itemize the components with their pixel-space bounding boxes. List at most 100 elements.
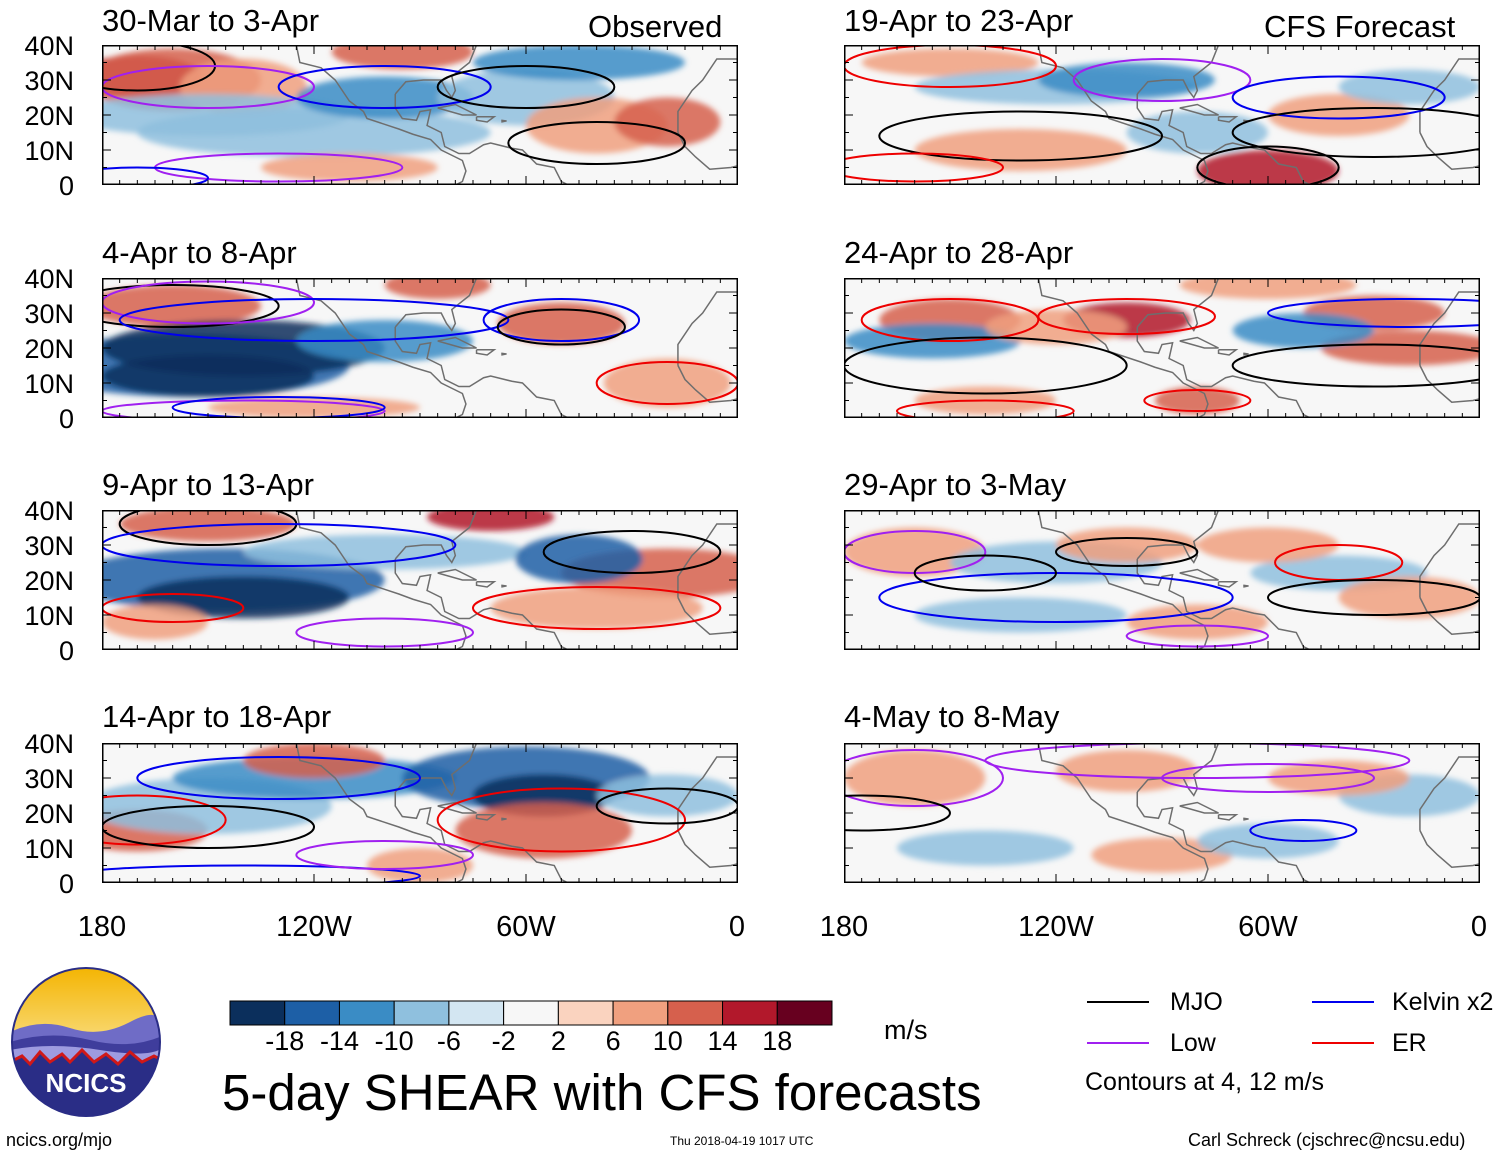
legend-label: ER: [1392, 1029, 1427, 1057]
wave-contour: [102, 166, 209, 185]
shear-anomaly-shade: [1338, 69, 1480, 105]
shear-anomaly-shade: [515, 534, 643, 584]
coastline: [1136, 327, 1311, 418]
shear-anomaly-shade: [1154, 386, 1240, 415]
shear-anomaly-shade: [1197, 527, 1339, 563]
coastline: [1217, 349, 1239, 356]
wave-contour: [482, 298, 641, 342]
coastline: [1419, 597, 1480, 636]
coastline: [677, 365, 738, 404]
lat-tick-label: 40N: [24, 31, 74, 61]
panel-title: 4-May to 8-May: [844, 699, 1060, 734]
wave-contour: [102, 864, 421, 883]
lat-tick-label: 40N: [24, 729, 74, 759]
legend-label: Kelvin x2: [1392, 988, 1494, 1016]
coastline: [1179, 568, 1219, 581]
coastline: [1136, 510, 1220, 564]
colorbar-tick-label: 18: [762, 1026, 793, 1056]
wave-contour: [1231, 107, 1480, 158]
wave-contour: [896, 399, 1075, 418]
lon-tick-label: 0: [728, 911, 746, 943]
wave-contour: [507, 121, 686, 165]
wave-contour: [1231, 343, 1480, 388]
shear-anomaly-shade: [1091, 837, 1233, 873]
lat-tick-label: 20N: [24, 334, 74, 364]
shear-anomaly-shade: [603, 358, 731, 408]
shear-anomaly-shade: [331, 45, 473, 70]
coastline: [295, 45, 467, 185]
coastline: [475, 581, 497, 588]
coastline: [677, 756, 738, 831]
wave-contour: [913, 554, 1057, 592]
coastline: [295, 510, 467, 650]
colorbar-tick-label: 10: [652, 1026, 683, 1056]
contour-note: Contours at 4, 12 m/s: [1085, 1068, 1325, 1096]
wave-contour: [1055, 537, 1199, 567]
coastline: [501, 119, 507, 123]
shear-anomaly-shade: [596, 774, 738, 817]
lat-tick-label: 10N: [24, 136, 74, 166]
forecast-label: CFS Forecast: [1264, 9, 1456, 44]
coastline: [501, 817, 507, 821]
coastline: [677, 523, 738, 598]
legend-swatch-kelvin: [1312, 1001, 1374, 1003]
wave-contour: [436, 65, 616, 109]
wave-contour: [844, 336, 1128, 395]
coastline: [677, 830, 738, 869]
panel-title: 9-Apr to 13-Apr: [102, 467, 314, 502]
colorbar-tick-label: -10: [374, 1026, 414, 1056]
legend-label: MJO: [1170, 988, 1223, 1016]
coastline: [1179, 801, 1219, 814]
wave-contour: [1267, 298, 1480, 328]
colorbar-tick-label: -2: [491, 1026, 516, 1056]
shear-anomaly-shade: [844, 750, 986, 806]
lon-tick-label: 180: [819, 911, 869, 943]
shear-anomaly-shade: [844, 527, 986, 577]
source-url[interactable]: ncics.org/mjo: [6, 1130, 113, 1150]
lon-tick-label: 60W: [496, 911, 556, 943]
coastline: [1179, 103, 1219, 116]
shear-anomaly-shade: [914, 129, 1127, 171]
colorbar-tick-label: -6: [436, 1026, 461, 1056]
wave-contour: [844, 794, 951, 832]
coastline: [1136, 45, 1220, 99]
chart-title: 5-day SHEAR with CFS forecasts: [222, 1064, 982, 1121]
shear-anomaly-shade: [455, 802, 632, 859]
shear-anomaly-shade: [1268, 760, 1410, 796]
wave-contour: [102, 805, 315, 849]
colorbar-swatch: [393, 1000, 450, 1026]
coastline: [1243, 584, 1249, 588]
lat-tick-label: 30N: [24, 531, 74, 561]
coastline: [501, 584, 507, 588]
lat-tick-label: 20N: [24, 101, 74, 131]
coastline: [1136, 94, 1311, 185]
coastline: [1243, 817, 1249, 821]
wave-contour: [102, 399, 386, 418]
shear-map-panel: [102, 510, 738, 650]
shear-anomaly-shade: [614, 97, 721, 147]
wave-contour: [102, 65, 315, 109]
colorbar-swatch: [284, 1000, 340, 1026]
shear-anomaly-shade: [172, 757, 456, 799]
coastline: [1419, 756, 1480, 831]
colorbar-swatch: [448, 1000, 505, 1026]
legend-swatch-mjo: [1087, 1001, 1149, 1003]
coastline: [1136, 278, 1220, 332]
shear-anomaly-shade: [137, 576, 350, 619]
lat-tick-label: 30N: [24, 299, 74, 329]
colorbar-swatch: [776, 1000, 833, 1026]
coastline: [1419, 58, 1480, 133]
shear-map-panel: [102, 45, 738, 185]
wave-contour: [102, 523, 457, 567]
shear-anomaly-shade: [861, 48, 1039, 77]
lat-tick-label: 10N: [24, 369, 74, 399]
shear-anomaly-shade: [1338, 576, 1480, 619]
colorbar-swatch: [503, 1000, 559, 1026]
panel-title: 29-Apr to 3-May: [844, 467, 1067, 502]
wave-contour: [1231, 75, 1446, 120]
coastline: [394, 559, 569, 650]
shear-map-panel: [844, 743, 1480, 883]
colorbar-tick-label: 14: [707, 1026, 738, 1056]
shear-anomaly-shade: [367, 848, 473, 883]
coastline: [437, 103, 477, 116]
